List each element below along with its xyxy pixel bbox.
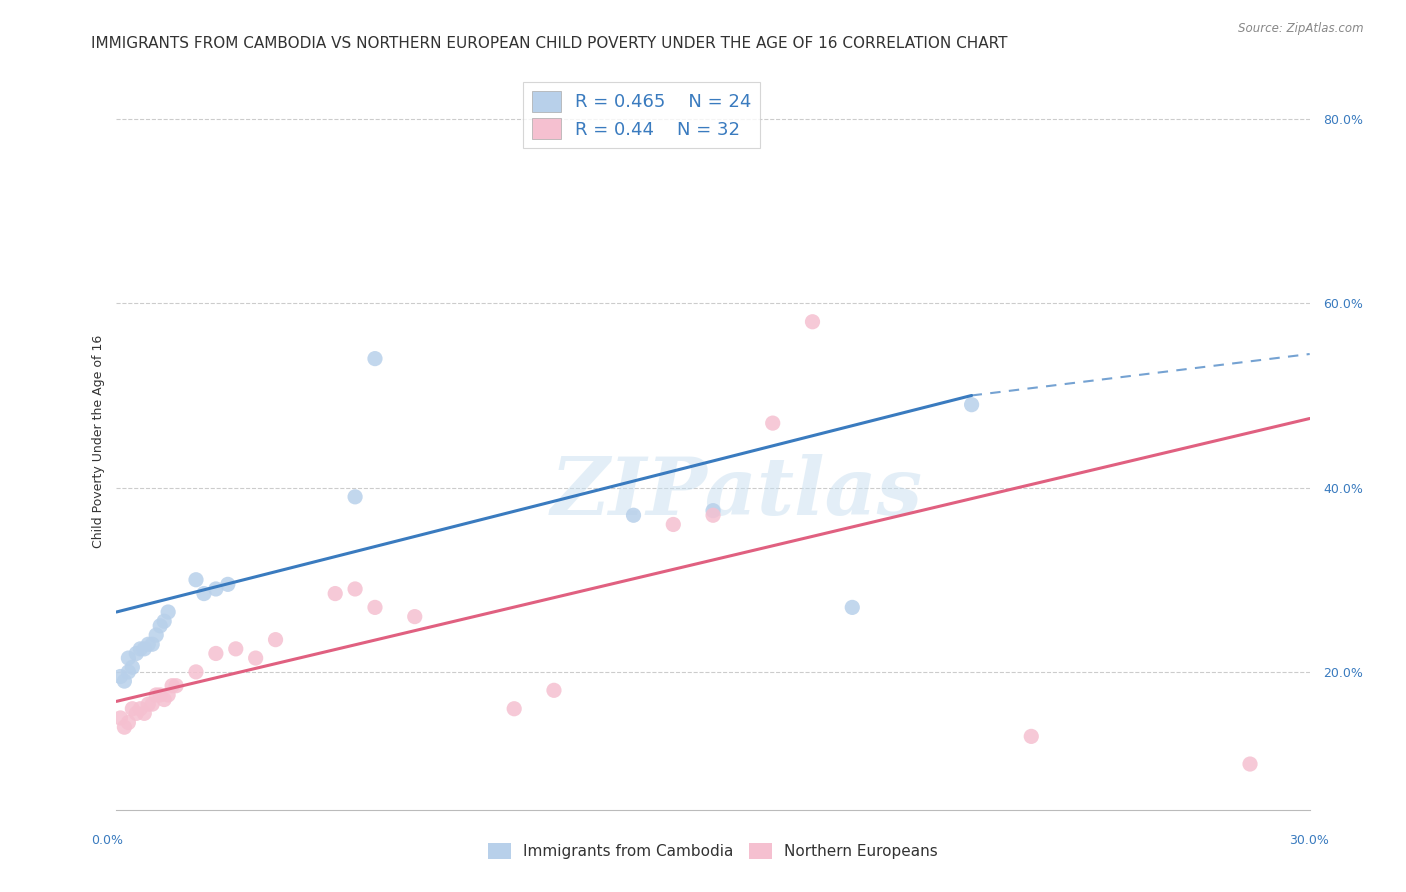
- Point: [1019, 730, 1042, 744]
- Point: [160, 679, 183, 693]
- Point: [344, 490, 367, 504]
- Point: [117, 715, 139, 730]
- Point: [364, 600, 387, 615]
- Point: [125, 706, 148, 721]
- Point: [153, 614, 176, 628]
- Point: [205, 647, 228, 661]
- Point: [136, 697, 159, 711]
- Point: [404, 609, 426, 624]
- Point: [141, 697, 163, 711]
- Point: [149, 688, 172, 702]
- Point: [245, 651, 267, 665]
- Point: [801, 315, 824, 329]
- Point: [623, 508, 645, 523]
- Point: [217, 577, 239, 591]
- Point: [121, 702, 143, 716]
- Point: [149, 619, 172, 633]
- Point: [145, 688, 167, 702]
- Text: ZIPatlas: ZIPatlas: [551, 454, 922, 532]
- Point: [112, 674, 135, 689]
- Point: [344, 582, 367, 596]
- Point: [110, 669, 132, 683]
- Legend: R = 0.465    N = 24, R = 0.44    N = 32: R = 0.465 N = 24, R = 0.44 N = 32: [523, 82, 761, 148]
- Point: [134, 706, 156, 721]
- Text: 30.0%: 30.0%: [1289, 834, 1329, 847]
- Point: [193, 586, 215, 600]
- Point: [702, 508, 724, 523]
- Point: [702, 503, 724, 517]
- Point: [153, 692, 176, 706]
- Point: [662, 517, 685, 532]
- Point: [136, 637, 159, 651]
- Point: [364, 351, 387, 366]
- Point: [117, 665, 139, 679]
- Point: [117, 651, 139, 665]
- Text: IMMIGRANTS FROM CAMBODIA VS NORTHERN EUROPEAN CHILD POVERTY UNDER THE AGE OF 16 : IMMIGRANTS FROM CAMBODIA VS NORTHERN EUR…: [91, 36, 1008, 51]
- Point: [125, 647, 148, 661]
- Point: [145, 628, 167, 642]
- Point: [121, 660, 143, 674]
- Text: 0.0%: 0.0%: [91, 834, 124, 847]
- Y-axis label: Child Poverty Under the Age of 16: Child Poverty Under the Age of 16: [93, 334, 105, 549]
- Point: [129, 641, 152, 656]
- Point: [129, 702, 152, 716]
- Point: [157, 605, 180, 619]
- Point: [225, 641, 247, 656]
- Point: [503, 702, 526, 716]
- Point: [543, 683, 565, 698]
- Point: [841, 600, 863, 615]
- Point: [141, 637, 163, 651]
- Point: [762, 416, 785, 430]
- Point: [184, 573, 207, 587]
- Point: [110, 711, 132, 725]
- Point: [323, 586, 346, 600]
- Text: Source: ZipAtlas.com: Source: ZipAtlas.com: [1239, 22, 1364, 36]
- Point: [165, 679, 187, 693]
- Point: [1239, 757, 1261, 772]
- Point: [264, 632, 287, 647]
- Point: [112, 720, 135, 734]
- Point: [960, 398, 983, 412]
- Point: [205, 582, 228, 596]
- Point: [157, 688, 180, 702]
- Point: [184, 665, 207, 679]
- Point: [134, 641, 156, 656]
